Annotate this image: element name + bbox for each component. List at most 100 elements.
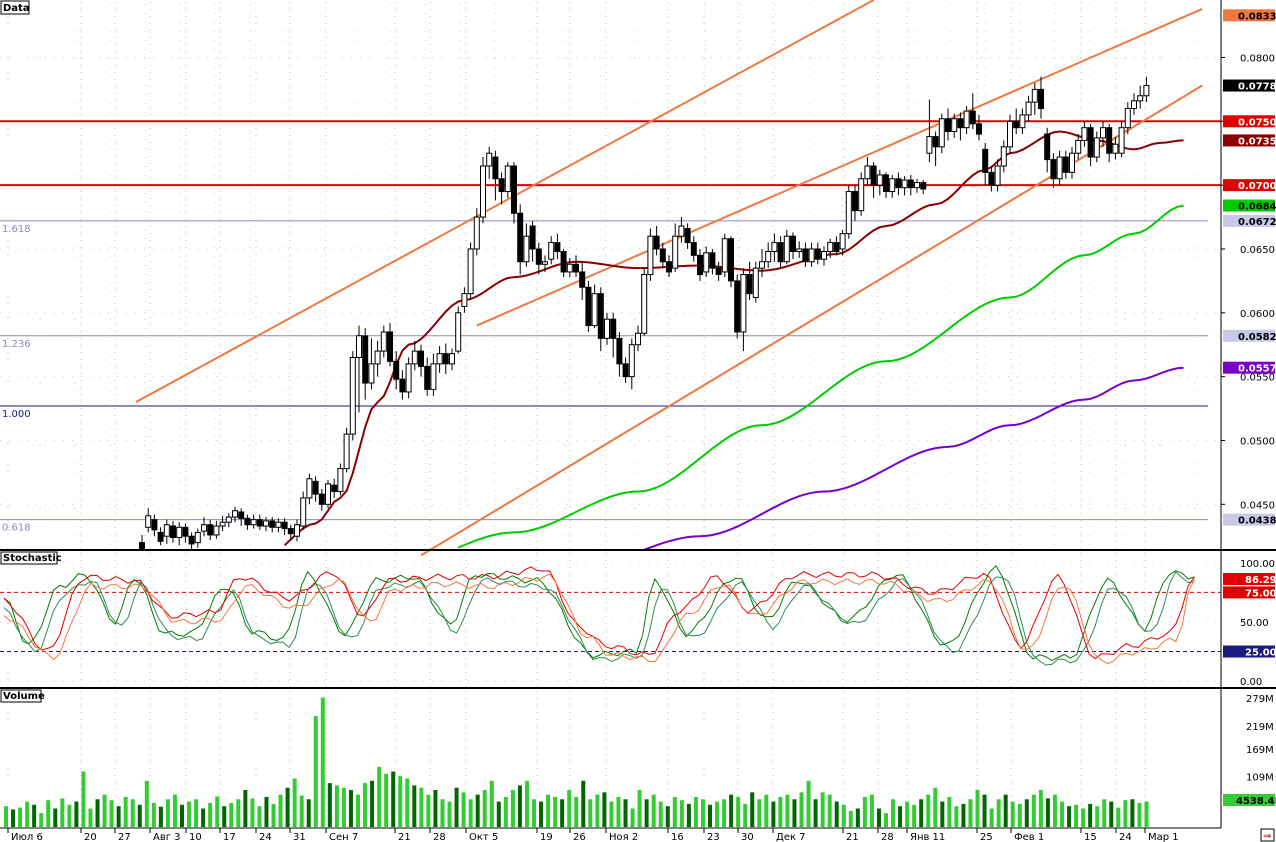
candle [821, 246, 827, 266]
candle-body [728, 238, 734, 282]
time-tick-label: 10 [189, 832, 202, 842]
candle-body [901, 179, 908, 189]
volume-bar [1144, 801, 1149, 827]
price-tag: 0.0582 [1223, 329, 1276, 343]
price-tag: 0.0735 [1223, 134, 1276, 147]
candle [647, 228, 654, 281]
candle [802, 242, 809, 267]
stochastic-value-tag: 86.29 [1223, 573, 1276, 586]
candle-body [461, 293, 468, 307]
candle-body [387, 331, 393, 362]
candle-body [622, 363, 629, 378]
candle [529, 220, 536, 262]
time-tick-label: 21 [398, 832, 411, 842]
volume-bar [1088, 803, 1093, 827]
candle-body [951, 118, 958, 133]
time-tick-label: Янв 11 [910, 832, 945, 842]
candle [225, 513, 232, 528]
volume-bar [1116, 807, 1121, 827]
volume-bar [982, 794, 987, 827]
candle [560, 248, 567, 278]
candle [492, 150, 499, 201]
time-tick-label: Июл 6 [11, 832, 43, 842]
candle [591, 284, 598, 329]
candle [1044, 127, 1051, 173]
candle-body [418, 350, 424, 367]
volume-bar [489, 780, 494, 827]
volume-bar [1010, 801, 1015, 827]
candle-body [399, 378, 406, 393]
volume-bar [299, 795, 304, 827]
time-tick-label: Мар 1 [1148, 832, 1179, 842]
candle-body [436, 353, 443, 365]
volume-bar [194, 799, 199, 827]
volume-bar [764, 794, 769, 827]
candle [1131, 93, 1137, 115]
moving-average-mid [457, 204, 1184, 549]
candle [839, 229, 846, 256]
channel-line [135, 0, 875, 404]
candle [511, 162, 517, 224]
candle-body [269, 520, 276, 528]
volume-bar [581, 780, 586, 827]
price-tag-box [1223, 361, 1275, 374]
candle-body [306, 478, 313, 499]
candle-body [473, 216, 480, 250]
candle [566, 257, 573, 278]
candle [641, 268, 648, 336]
volume-bar [517, 785, 522, 827]
time-tick-label: 15 [1084, 832, 1097, 842]
volume-bar [215, 796, 220, 827]
candle [145, 508, 152, 533]
volume-bar [412, 785, 417, 827]
candle-body [170, 525, 176, 539]
candle [157, 527, 164, 546]
candle [424, 357, 431, 396]
candle [765, 242, 772, 269]
volume-bar [1095, 806, 1100, 827]
volume-bar [989, 808, 994, 827]
candle [405, 357, 412, 399]
candle [182, 523, 189, 543]
candle [449, 348, 455, 371]
scroll-corner-button[interactable]: ⇒ [1260, 828, 1275, 842]
time-tick-label: 16 [671, 832, 684, 842]
volume-pane-title: Volume [3, 691, 45, 702]
volume-bar [919, 799, 924, 827]
fib-level-label: 0.618 [2, 523, 31, 534]
candle [585, 280, 592, 332]
volume-bar [708, 804, 712, 827]
candle [579, 261, 586, 301]
volume-bar [264, 796, 269, 827]
candle [356, 325, 362, 413]
candle-body [1038, 88, 1044, 110]
candle-body [963, 110, 970, 129]
candle [845, 185, 852, 239]
volume-bar [468, 799, 473, 827]
volume-bar [1017, 803, 1022, 827]
candle [914, 178, 920, 193]
volume-bar [208, 802, 213, 827]
candle [604, 312, 610, 345]
volume-bar [1109, 801, 1114, 827]
candle-body [1112, 143, 1119, 154]
volume-bar [144, 780, 149, 827]
volume-bar [686, 803, 691, 827]
volume-bar [510, 790, 515, 827]
volume-bar [841, 804, 846, 827]
volume-bar [496, 801, 501, 827]
time-tick-label: 24 [259, 832, 272, 842]
candle-body [368, 363, 375, 384]
candle [1019, 108, 1026, 135]
stochastic-line [3, 565, 1195, 661]
candle [932, 131, 939, 166]
candle-body [635, 332, 641, 346]
volume-bar [898, 806, 903, 827]
volume-bar [158, 806, 163, 827]
volume-bar [1081, 808, 1086, 827]
price-tag-box [1223, 214, 1275, 227]
volume-bar [130, 799, 135, 827]
time-tick-label: 19 [540, 832, 553, 842]
candle [945, 108, 951, 141]
candle-body [275, 521, 282, 528]
